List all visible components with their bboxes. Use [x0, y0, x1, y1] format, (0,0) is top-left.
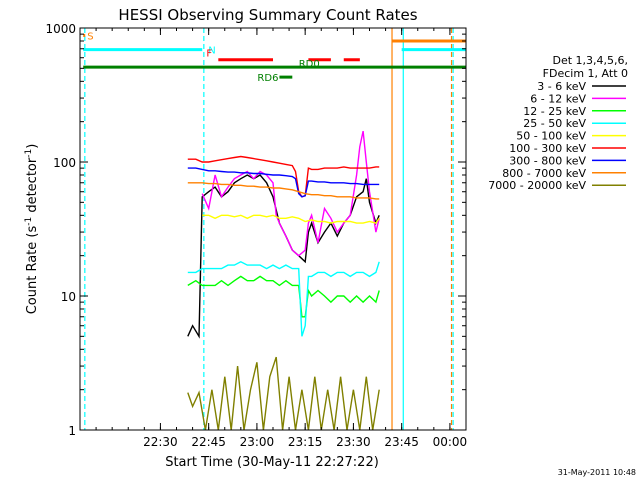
flag-label: N: [208, 46, 215, 57]
series-line-6: [187, 167, 380, 198]
flag-label: RD0: [299, 59, 320, 70]
x-tick-label: 00:00: [433, 435, 468, 449]
legend-label: 3 - 6 keV: [537, 80, 586, 93]
x-tick-label: 22:30: [143, 435, 178, 449]
y-axis-label: Count Rate (s-1 detector-1): [24, 144, 40, 315]
series-line-4: [202, 214, 380, 224]
y-axis-label-main: Count Rate (s: [25, 226, 40, 315]
y-tick-label: 100: [53, 156, 76, 170]
series-line-2: [187, 275, 380, 318]
legend-label: 7000 - 20000 keV: [488, 179, 586, 192]
x-axis: 22:30 22:45 23:00 23:15 23:30 23:45 00:00: [95, 28, 468, 449]
y-axis-label-end: ): [25, 144, 40, 149]
axes-frame: [79, 27, 467, 431]
y-axis-label-sup2: -1: [24, 149, 34, 158]
series-line-3: [187, 261, 380, 337]
legend-header-1: Det 1,3,4,5,6,: [552, 54, 628, 67]
legend-label: 300 - 800 keV: [509, 154, 586, 167]
series-line-5: [187, 155, 380, 198]
y-axis: 1 10 100 1000: [45, 22, 466, 438]
series-line-7: [187, 182, 380, 200]
x-axis-label: Start Time (30-May-11 22:27:22): [165, 455, 379, 470]
x-tick-label: 23:30: [336, 435, 371, 449]
x-tick-label: 23:00: [240, 435, 275, 449]
legend-label: 12 - 25 keV: [523, 105, 586, 118]
legend-label: 100 - 300 keV: [509, 142, 586, 155]
series-line-1: [201, 130, 380, 257]
chart-title: HESSI Observing Summary Count Rates: [118, 6, 417, 24]
y-tick-label: 1000: [45, 22, 76, 36]
y-axis-label-mid: detector: [25, 157, 40, 217]
legend-label: 800 - 7000 keV: [502, 167, 586, 180]
x-tick-label: 23:15: [288, 435, 323, 449]
legend-label: 6 - 12 keV: [530, 92, 586, 105]
y-tick-label: 10: [61, 290, 76, 304]
legend-header-2: FDecim 1, Att 0: [543, 67, 628, 80]
y-axis-label-sup1: -1: [24, 217, 34, 226]
legend-label: 50 - 100 keV: [516, 130, 586, 143]
legend: Det 1,3,4,5,6, FDecim 1, Att 0 3 - 6 keV…: [488, 54, 628, 192]
legend-label: 25 - 50 keV: [523, 117, 586, 130]
flag-label: F: [206, 49, 212, 60]
y-tick-label: 1: [68, 424, 76, 438]
x-tick-label: 22:45: [191, 435, 226, 449]
footer-timestamp: 31-May-2011 10:48: [558, 468, 636, 477]
x-tick-label: 23:45: [384, 435, 419, 449]
series-line-8: [187, 356, 380, 431]
plot-area: S NF RD0 RD6: [83, 28, 466, 431]
flag-label: RD6: [257, 73, 278, 84]
flag-label: S: [87, 31, 93, 42]
series-line-0: [187, 174, 380, 339]
